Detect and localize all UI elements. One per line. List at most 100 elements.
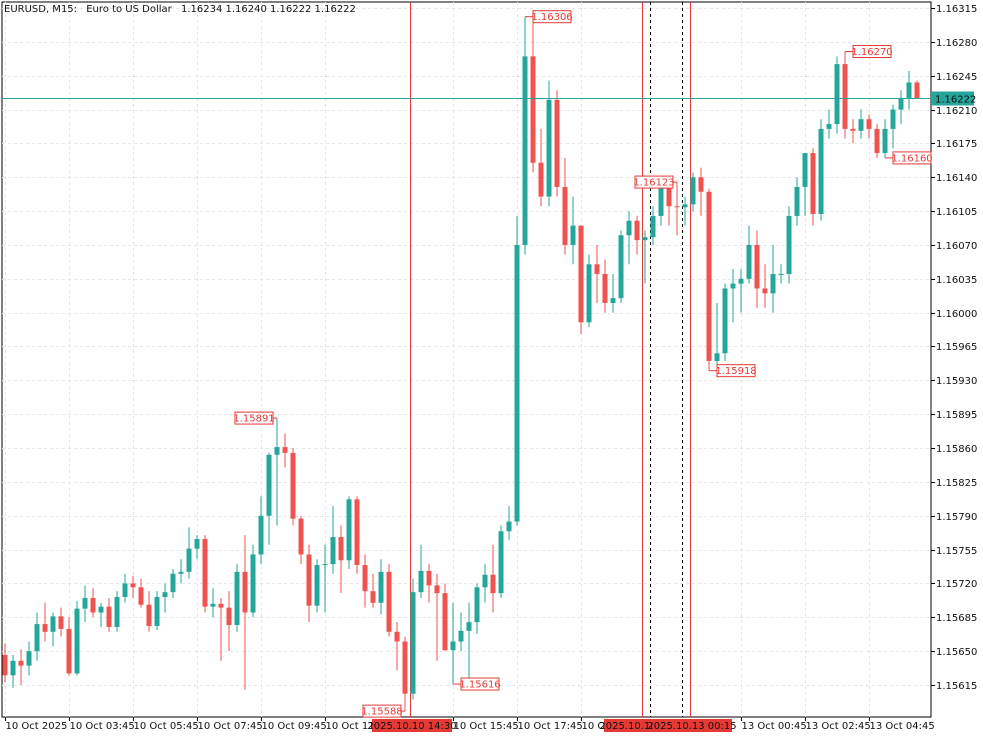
- bull-candle: [770, 273, 776, 294]
- bull-candle: [794, 186, 800, 216]
- bull-candle: [474, 587, 480, 623]
- bear-candle: [362, 565, 368, 592]
- bull-candle: [738, 278, 744, 284]
- bull-candle: [258, 515, 264, 555]
- marker-time-label: 2025.10.10 21:45: [599, 721, 688, 732]
- extreme-labels: 1.15891 1.15588 1.15616 1.16306 1.16123 1.159…: [233, 10, 933, 718]
- bear-candle: [42, 624, 48, 632]
- bull-candle: [522, 56, 528, 245]
- bear-candle: [370, 591, 376, 603]
- bear-candle: [58, 616, 64, 629]
- bull-candle: [690, 177, 696, 205]
- bid-price-label: 1.16222: [935, 95, 976, 106]
- bull-candle: [826, 124, 832, 129]
- bear-candle: [242, 571, 248, 613]
- price-tick-label: 1.16070: [936, 241, 977, 252]
- bull-candle: [618, 235, 624, 299]
- bear-candle: [554, 99, 560, 187]
- bull-candle: [314, 565, 320, 606]
- chart-title: EURUSD, M15: Euro to US Dollar 1.16234 1…: [4, 4, 356, 15]
- price-tick-label: 1.16035: [936, 275, 977, 286]
- extreme-label-box: [852, 45, 892, 59]
- bear-candle: [290, 452, 296, 519]
- extreme-label-box: [362, 704, 402, 718]
- bear-candle: [426, 570, 432, 586]
- bull-candle: [730, 283, 736, 289]
- time-tick-label: 13 Oct 02:45: [806, 721, 871, 732]
- price-tick-label: 1.16245: [936, 72, 977, 83]
- bull-candle: [482, 574, 488, 588]
- bull-candle: [418, 570, 424, 593]
- bear-candle: [578, 225, 584, 323]
- bear-candle: [202, 538, 208, 607]
- bull-candle: [250, 554, 256, 613]
- price-tick-label: 1.15825: [936, 478, 977, 489]
- bull-candle: [682, 204, 688, 208]
- bear-candle: [442, 593, 448, 651]
- price-tick-label: 1.15755: [936, 546, 977, 557]
- time-tick-label: 10 Oct 17:45: [518, 721, 583, 732]
- bear-candle: [138, 587, 144, 605]
- bull-candle: [410, 592, 416, 694]
- marker-time-label: 2025.10.13 00:15: [647, 721, 736, 732]
- price-tick-label: 1.15930: [936, 376, 977, 387]
- bear-candle: [18, 660, 24, 666]
- price-tick-label: 1.16210: [936, 106, 977, 117]
- extreme-label: 1.16160: [891, 153, 932, 164]
- bull-candle: [714, 353, 720, 362]
- bear-candle: [146, 604, 152, 627]
- symbol-description: Euro to US Dollar: [86, 4, 172, 15]
- bull-candle: [834, 64, 840, 125]
- marker-time-label-bg: [652, 719, 732, 732]
- time-tick-label: 10 Oct 15:45: [454, 721, 519, 732]
- bear-candle: [874, 128, 880, 154]
- price-tick-label: 1.16000: [936, 309, 977, 320]
- extreme-label-box: [234, 411, 274, 425]
- bear-candle: [130, 583, 136, 588]
- bull-candle: [458, 630, 464, 642]
- time-tick-label: 13 Oct 04:45: [870, 721, 935, 732]
- bull-candle: [610, 298, 616, 303]
- bull-candle: [186, 548, 192, 572]
- chart-axes: 1.16315 1.16280 1.16245 1.16210 1.16175 1.161…: [5, 4, 977, 732]
- extreme-label: 1.16270: [851, 47, 892, 58]
- price-tick-label: 1.15895: [936, 410, 977, 421]
- bull-candle: [570, 225, 576, 245]
- bull-candle: [122, 583, 128, 597]
- bid-price-line: 1.16222: [2, 91, 976, 106]
- bear-candle: [530, 56, 536, 163]
- bull-candle: [346, 499, 352, 561]
- marker-time-label-bg: [372, 719, 452, 732]
- chart-grid: [1, 1, 932, 718]
- time-tick-label: 10 Oct 07:45: [198, 721, 263, 732]
- bear-candle: [538, 162, 544, 197]
- ohlc-values: 1.16234 1.16240 1.16222 1.16222: [181, 4, 356, 15]
- extreme-label: 1.16123: [633, 178, 674, 189]
- vertical-marker-labels: 2025.10.10 14:30 2025.10.10 21:452025.10.…: [367, 719, 737, 732]
- bull-candle: [114, 596, 120, 627]
- extreme-label-box: [634, 175, 674, 189]
- price-tick-label: 1.15615: [936, 681, 977, 692]
- price-tick-label: 1.15790: [936, 512, 977, 523]
- bull-candle: [586, 264, 592, 323]
- bear-candle: [90, 597, 96, 613]
- time-tick-label: 10 Oct 03:45: [70, 721, 135, 732]
- bull-candle: [802, 153, 808, 187]
- bear-candle: [674, 206, 680, 208]
- bear-candle: [2, 655, 8, 676]
- bull-candle: [658, 186, 664, 216]
- extreme-label: 1.15891: [233, 414, 274, 425]
- extreme-label-box: [532, 10, 572, 24]
- bull-candle: [642, 237, 648, 241]
- extreme-label: 1.15918: [715, 366, 756, 377]
- bear-candle: [634, 220, 640, 241]
- bull-candle: [50, 616, 56, 632]
- bear-candle: [434, 585, 440, 594]
- bull-candle: [786, 215, 792, 274]
- extreme-label-box: [892, 151, 932, 165]
- marker-time-label: 2025.10.10 14:30: [367, 721, 456, 732]
- bull-candle: [322, 564, 328, 566]
- bull-candle: [266, 454, 272, 516]
- extreme-label: 1.15588: [361, 707, 402, 718]
